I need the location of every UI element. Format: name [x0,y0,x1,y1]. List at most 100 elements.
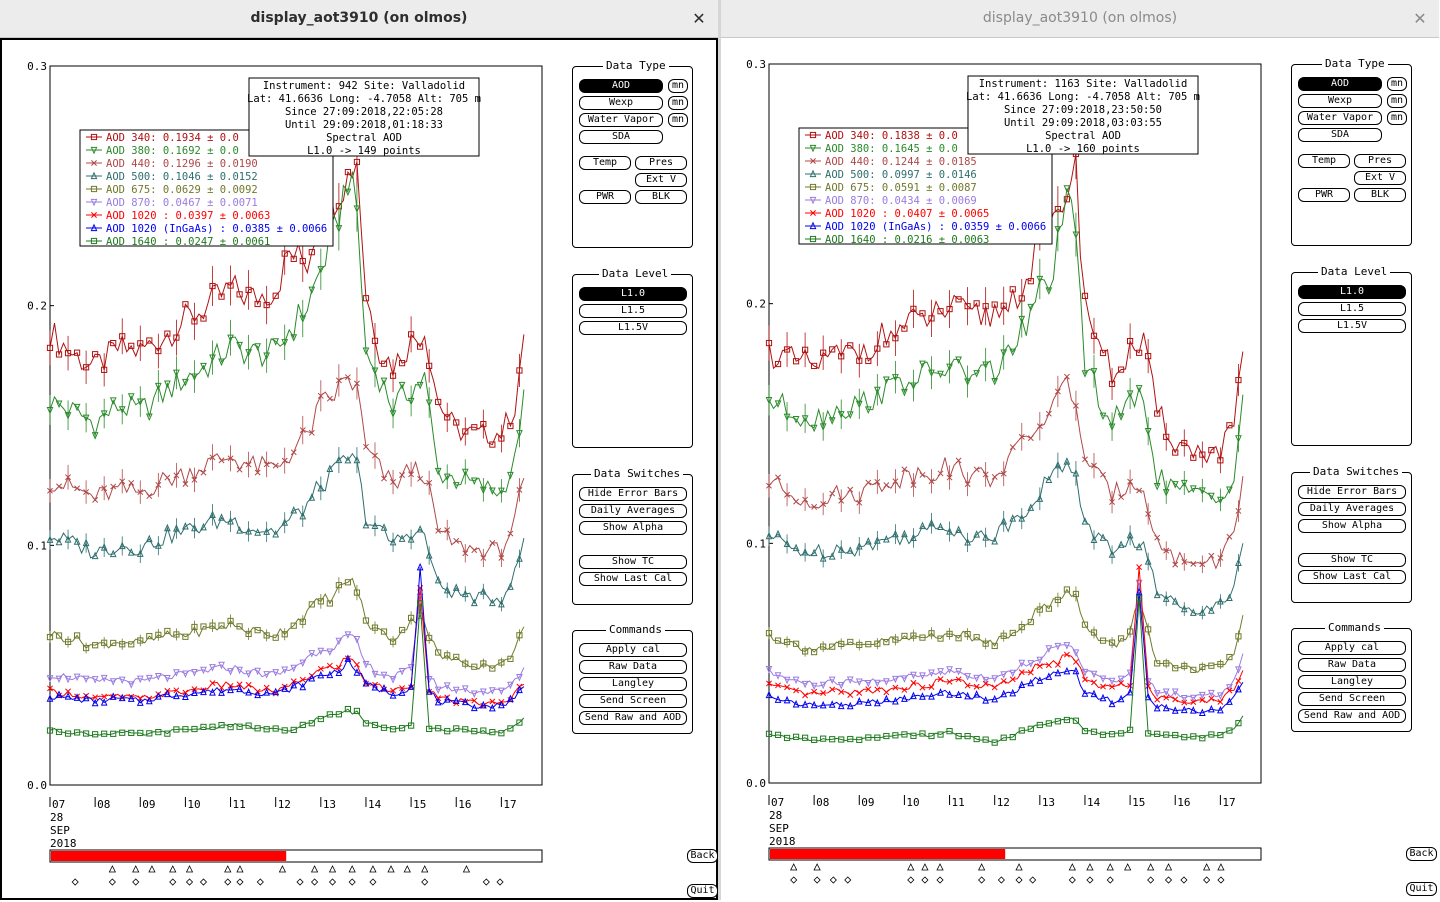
legend-stat: : 0.0591 ± 0.0087 [869,182,976,194]
info-line: Instrument: 1163 Site: Valladolid [979,78,1188,90]
series-aod380 [765,185,1244,512]
data-point [1117,730,1125,737]
back-button[interactable]: Back [687,849,718,863]
send-screen-button[interactable]: Send Screen [1298,692,1406,706]
show-tc-button[interactable]: Show TC [579,555,687,569]
pwr-button[interactable]: PWR [579,190,631,204]
y-tick-label: 0.1 [746,537,766,550]
data-point [955,676,962,683]
aod-mn-button[interactable]: mn [1387,77,1407,91]
data-point [1009,348,1017,357]
data-point [254,725,261,732]
temp-button[interactable]: Temp [1298,154,1350,168]
data-point [425,687,433,695]
show-last-cal-button[interactable]: Show Last Cal [579,572,687,586]
data-point [1172,449,1179,456]
data-point [299,676,306,683]
data-point [774,400,782,408]
quit-button[interactable]: Quit [687,884,718,898]
blk-button[interactable]: BLK [1354,188,1406,202]
close-icon[interactable]: ✕ [692,9,706,28]
ext-v-button[interactable]: Ext V [635,173,687,187]
hide-error-bars-button[interactable]: Hide Error Bars [579,487,687,501]
data-point [1018,514,1026,522]
data-point [425,551,433,559]
data-point [982,640,989,647]
send-screen-button[interactable]: Send Screen [579,694,687,708]
y-tick-label: 0.2 [27,300,47,313]
data-point [218,457,225,464]
raw-data-button[interactable]: Raw Data [579,660,687,674]
blk-button[interactable]: BLK [635,190,687,204]
data-point [146,337,153,344]
data-point [137,637,144,644]
pres-button[interactable]: Pres [1354,154,1406,168]
data-point [407,682,415,690]
wexp-mn-button[interactable]: mn [668,96,688,110]
data-point [1136,595,1143,602]
water-vapor-mn-button[interactable]: mn [668,113,688,127]
data-point [55,675,63,684]
data-point [128,342,135,349]
raw-data-button[interactable]: Raw Data [1298,658,1406,672]
show-alpha-button[interactable]: Show Alpha [579,521,687,535]
wexp-mn-button[interactable]: mn [1387,94,1407,108]
close-icon[interactable]: ✕ [1413,9,1427,28]
langley-button[interactable]: Langley [1298,675,1406,689]
level-l15v-button[interactable]: L1.5V [1298,319,1406,333]
langley-button[interactable]: Langley [579,677,687,691]
water-vapor-mn-button[interactable]: mn [1387,111,1407,125]
legend-label: AOD 1020 (InGaAs) [106,223,213,235]
temp-button[interactable]: Temp [579,156,631,170]
data-point [792,543,800,552]
data-point [1127,337,1134,345]
data-point [1000,671,1008,679]
level-l10-button[interactable]: L1.0 [579,287,687,301]
ext-v-button[interactable]: Ext V [1354,171,1406,185]
daily-averages-button[interactable]: Daily Averages [579,504,687,518]
data-point [146,633,153,640]
show-last-cal-button[interactable]: Show Last Cal [1298,570,1406,584]
water-vapor-button[interactable]: Water Vapor [1298,111,1382,125]
wexp-button[interactable]: Wexp [1298,94,1382,108]
wexp-button[interactable]: Wexp [579,96,663,110]
send-raw-and-aod-button[interactable]: Send Raw and AOD [1298,709,1406,723]
measurement-marker [997,876,1005,884]
data-point [1108,731,1116,738]
data-point [882,376,890,385]
level-l15-button[interactable]: L1.5 [1298,302,1406,316]
data-point [1154,534,1161,541]
quit-button[interactable]: Quit [1406,882,1437,896]
water-vapor-button[interactable]: Water Vapor [579,113,663,127]
level-l10-button[interactable]: L1.0 [1298,285,1406,299]
sda-button[interactable]: SDA [1298,128,1382,142]
back-button[interactable]: Back [1406,847,1437,861]
data-point [1000,678,1007,684]
data-point [92,731,99,738]
aod-button[interactable]: AOD [579,79,663,93]
pres-button[interactable]: Pres [635,156,687,170]
hide-error-bars-button[interactable]: Hide Error Bars [1298,485,1406,499]
data-point [783,346,791,353]
data-point [498,554,505,561]
data-point [1127,478,1134,485]
data-point [290,726,297,734]
aod-mn-button[interactable]: mn [668,79,688,93]
show-tc-button[interactable]: Show TC [1298,553,1406,567]
data-point [937,370,944,379]
x-tick-label: 09 [861,796,874,809]
data-point [982,736,989,743]
sda-button[interactable]: SDA [579,130,663,144]
send-raw-and-aod-button[interactable]: Send Raw and AOD [579,711,687,725]
level-l15v-button[interactable]: L1.5V [579,321,687,335]
data-point [1054,718,1061,725]
aod-button[interactable]: AOD [1298,77,1382,91]
show-alpha-button[interactable]: Show Alpha [1298,519,1406,533]
plot-frame [768,63,1262,784]
data-point [811,362,818,370]
pwr-button[interactable]: PWR [1298,188,1350,202]
daily-averages-button[interactable]: Daily Averages [1298,502,1406,516]
apply-cal-button[interactable]: Apply cal [579,643,687,657]
apply-cal-button[interactable]: Apply cal [1298,641,1406,655]
level-l15-button[interactable]: L1.5 [579,304,687,318]
